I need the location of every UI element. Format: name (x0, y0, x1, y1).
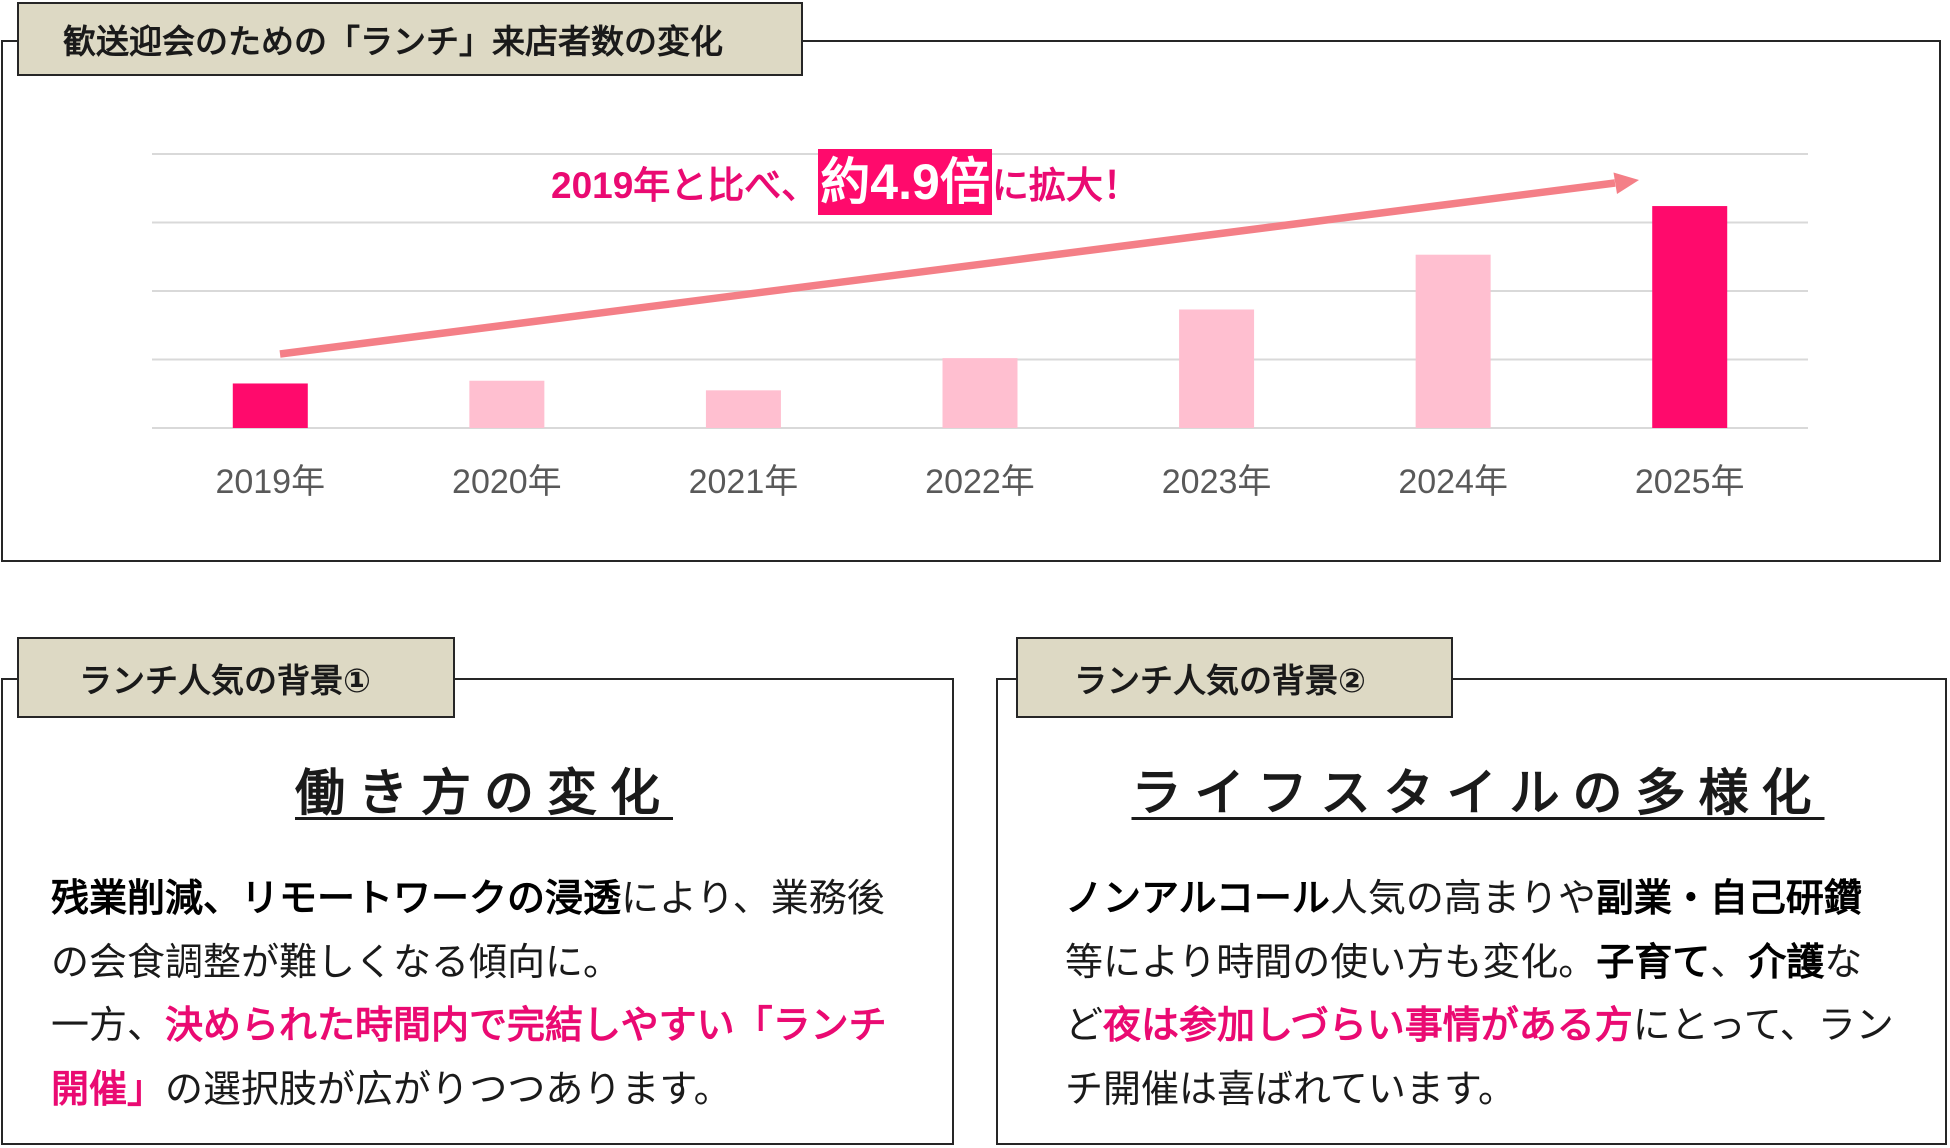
x-tick-label: 2022年 (925, 463, 1035, 501)
text: の選択肢が広がりつつあります。 (165, 1068, 732, 1111)
background-tab-label-1: ランチ人気の背景① (79, 661, 371, 699)
text: により、業務後 (621, 878, 885, 920)
chart-title-tab: 歓送迎会のための「ランチ」来店者数の変化 (17, 2, 803, 76)
highlight-text: 決められた時間内で完結しやすい「ランチ (165, 1005, 887, 1047)
background-tab-2: ランチ人気の背景② (1016, 637, 1453, 718)
text: 人気の高まりや (1329, 878, 1596, 920)
background-tab-1: ランチ人気の背景① (17, 637, 455, 718)
x-tick-label: 2021年 (689, 463, 799, 501)
x-tick-label: 2025年 (1635, 463, 1745, 501)
bold-text: 子育て (1596, 941, 1711, 984)
background-heading-1: 働き方の変化 (295, 765, 673, 821)
bold-text: 介護 (1748, 941, 1825, 984)
bar-2023 (1179, 309, 1255, 428)
annotation-prefix: 2019年と比べ、 (551, 165, 819, 206)
text: の会食調整が難しくなる傾向に。 (51, 941, 622, 984)
x-tick-label: 2019年 (215, 463, 325, 501)
body-line: の会食調整が難しくなる傾向に。 (51, 932, 887, 996)
bar-2019 (232, 383, 308, 428)
body-line: 開催」の選択肢が広がりつつあります。 (51, 1059, 887, 1123)
x-tick-label: 2024年 (1398, 463, 1508, 501)
body-line: 一方、決められた時間内で完結しやすい「ランチ (51, 995, 887, 1059)
background-heading-2: ライフスタイルの多様化 (1131, 765, 1825, 821)
annotation-highlight: 約4.9倍 (818, 149, 992, 215)
x-axis-tick-labels: 2019年 2020年 2021年 2022年 2023年 2024年 2025年 (215, 463, 1744, 501)
x-tick-label: 2020年 (452, 463, 562, 501)
background-panel-1: 働き方の変化 残業削減、リモートワークの浸透により、業務後 の会食調整が難しくな… (1, 678, 954, 1145)
x-tick-label: 2023年 (1162, 463, 1272, 501)
bar-2022 (942, 358, 1018, 428)
background-body-2: ノンアルコール人気の高まりや副業・自己研鑽 等により時間の使い方も変化。子育て、… (1065, 868, 1894, 1122)
highlight-text: 夜は参加しづらい事情がある方 (1103, 1005, 1633, 1047)
chart-title: 歓送迎会のための「ランチ」来店者数の変化 (63, 23, 723, 60)
body-line: チ開催は喜ばれています。 (1065, 1059, 1894, 1123)
body-line: 残業削減、リモートワークの浸透により、業務後 (51, 868, 887, 932)
text: 一方、 (51, 1005, 166, 1047)
background-tab-label-2: ランチ人気の背景② (1074, 661, 1366, 699)
trend-arrow-line (279, 179, 1616, 358)
bold-text: 残業削減、リモートワークの浸透 (51, 878, 622, 920)
text: ど (1065, 1005, 1104, 1047)
highlight-text: 開催」 (51, 1068, 166, 1111)
text: 、 (1710, 941, 1749, 984)
text: な (1824, 941, 1863, 984)
bold-text: 副業・自己研鑽 (1595, 878, 1862, 920)
chart-panel (1, 40, 1941, 562)
annotation-suffix: に拡大！ (991, 165, 1140, 206)
bar-2021 (705, 390, 781, 428)
trend-arrow (279, 172, 1639, 358)
bar-2024 (1415, 254, 1491, 428)
bar-chart: 2019年 2020年 2021年 2022年 2023年 2024年 2025年 (152, 153, 1808, 501)
bar-2025 (1652, 206, 1728, 428)
growth-annotation: 2019年と比べ、 約4.9倍 に拡大！ (551, 149, 1140, 215)
text: にとって、ラン (1632, 1005, 1894, 1047)
bar-2020 (469, 380, 545, 428)
text: 等により時間の使い方も変化。 (1065, 941, 1597, 984)
bars (232, 206, 1728, 428)
body-line: 等により時間の使い方も変化。子育て、介護な (1065, 932, 1894, 996)
background-panel-2: ライフスタイルの多様化 ノンアルコール人気の高まりや副業・自己研鑽 等により時間… (996, 678, 1947, 1145)
body-line: ど夜は参加しづらい事情がある方にとって、ラン (1065, 995, 1894, 1059)
background-body-1: 残業削減、リモートワークの浸透により、業務後 の会食調整が難しくなる傾向に。 一… (51, 868, 887, 1122)
trend-arrow-head (1613, 172, 1639, 194)
bold-text: ノンアルコール (1065, 878, 1330, 920)
body-line: ノンアルコール人気の高まりや副業・自己研鑽 (1065, 868, 1894, 932)
text: チ開催は喜ばれています。 (1065, 1068, 1517, 1111)
